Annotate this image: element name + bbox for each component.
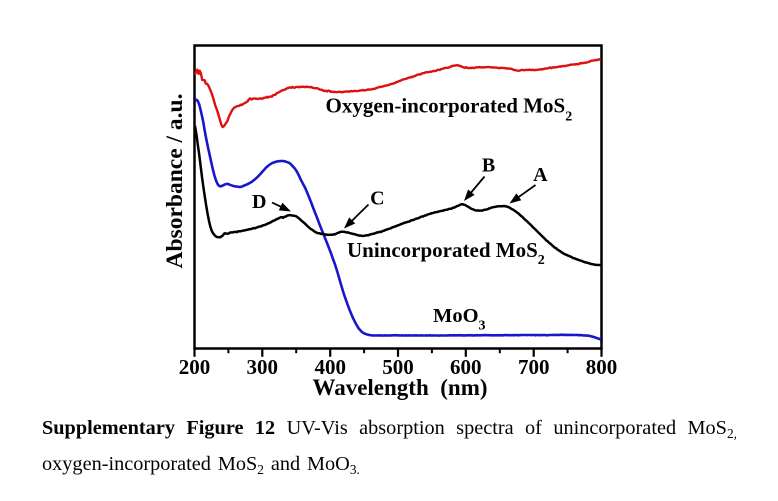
svg-text:Unincorporated MoS2: Unincorporated MoS2 (347, 238, 545, 268)
svg-text:MoO3: MoO3 (433, 305, 486, 334)
svg-text:300: 300 (247, 355, 279, 379)
svg-text:B: B (482, 155, 495, 177)
svg-text:700: 700 (518, 355, 550, 379)
svg-text:400: 400 (314, 355, 346, 379)
svg-text:800: 800 (586, 355, 618, 379)
svg-text:Absorbance / a.u.: Absorbance / a.u. (162, 94, 188, 269)
svg-text:Wavelength (nm): Wavelength (nm) (312, 375, 487, 400)
svg-text:D: D (252, 191, 266, 213)
svg-text:Oxygen-incorporated MoS2: Oxygen-incorporated MoS2 (326, 94, 573, 125)
svg-text:A: A (533, 164, 548, 186)
svg-text:500: 500 (382, 355, 414, 379)
svg-text:600: 600 (450, 355, 482, 379)
svg-text:C: C (370, 187, 384, 209)
svg-text:200: 200 (179, 355, 211, 379)
